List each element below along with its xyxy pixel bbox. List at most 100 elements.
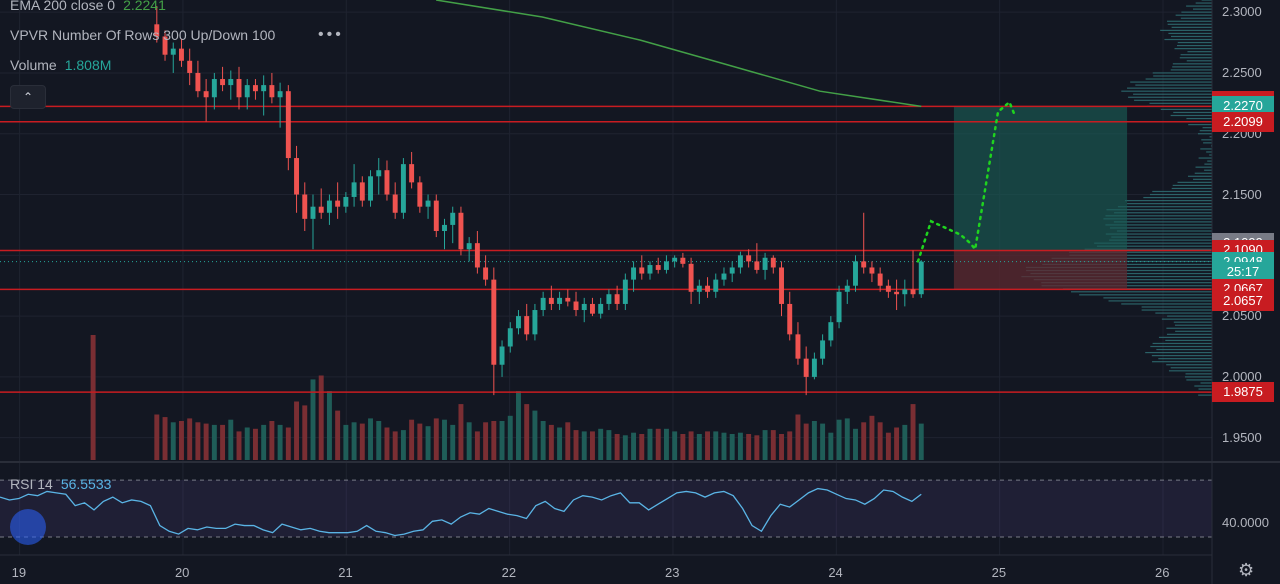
candle-body xyxy=(179,48,184,61)
tradingview-logo-icon[interactable] xyxy=(10,509,46,545)
volume-profile-row xyxy=(1186,5,1212,7)
volume-profile-row xyxy=(1186,60,1212,62)
candle-body xyxy=(713,279,719,292)
volume-profile-row xyxy=(1109,239,1212,241)
volume-profile-row xyxy=(1121,303,1212,305)
volume-profile-row xyxy=(1105,224,1212,226)
volume-profile-row xyxy=(1068,251,1212,253)
ema-legend[interactable]: EMA 200 close 0 2.2241 xyxy=(10,0,166,13)
candle-body xyxy=(565,297,571,302)
volume-profile-row xyxy=(1177,41,1212,44)
vpvr-legend[interactable]: VPVR Number Of Rows 300 Up/Down 100 xyxy=(10,27,275,43)
volume-profile-row xyxy=(1141,306,1212,308)
volume-bar xyxy=(696,434,702,460)
volume-bar xyxy=(252,428,258,460)
volume-bar xyxy=(598,428,604,460)
volume-bar xyxy=(688,431,694,460)
volume-profile-row xyxy=(1134,99,1212,101)
volume-bar xyxy=(277,424,283,460)
volume-profile-row xyxy=(1150,345,1212,348)
candle-body xyxy=(877,273,883,286)
volume-profile-row xyxy=(1133,93,1212,95)
vpvr-legend-label: VPVR Number Of Rows 300 Up/Down 100 xyxy=(10,27,276,43)
volume-profile-row xyxy=(1127,87,1212,89)
volume-bar xyxy=(285,427,291,460)
volume-bar xyxy=(170,422,176,460)
volume-bar xyxy=(910,404,916,460)
candle-body xyxy=(828,322,834,341)
volume-profile-row xyxy=(1149,193,1212,196)
volume-bar xyxy=(326,391,332,460)
volume-bar xyxy=(828,432,834,460)
candle-body xyxy=(811,358,817,377)
candle-body xyxy=(803,358,809,377)
more-dots-icon[interactable]: ••• xyxy=(318,26,344,43)
volume-bar xyxy=(589,431,595,460)
label-2-0657[interactable]: 2.0657 xyxy=(1212,290,1274,311)
volume-profile-row xyxy=(1167,23,1212,25)
volume-bar xyxy=(877,422,883,460)
volume-bar xyxy=(310,379,316,460)
volume-profile-row xyxy=(1130,81,1212,83)
candle-body xyxy=(491,279,497,365)
volume-profile-row xyxy=(1135,84,1212,86)
volume-profile-row xyxy=(1203,142,1212,144)
candle-body xyxy=(647,265,653,274)
volume-bar xyxy=(261,424,267,460)
volume-profile-row xyxy=(1194,385,1212,387)
volume-profile-row xyxy=(1171,35,1212,38)
volume-bar xyxy=(614,434,620,460)
x-tick-label: 22 xyxy=(501,565,517,580)
label-2-2270[interactable]: 2.2270 xyxy=(1212,96,1274,117)
label-countdown[interactable]: 25:17 xyxy=(1212,262,1274,283)
candle-body xyxy=(450,212,456,225)
label-2-2099[interactable]: 2.2099 xyxy=(1212,111,1274,132)
volume-bar xyxy=(359,423,365,460)
volume-bar xyxy=(400,430,406,460)
volume-bar xyxy=(737,432,743,460)
rsi-legend-label: RSI 14 xyxy=(10,476,53,492)
candle-body xyxy=(540,297,546,311)
volume-profile-row xyxy=(1105,233,1212,235)
candle-body xyxy=(384,170,390,195)
candle-body xyxy=(844,285,850,292)
volume-bar xyxy=(335,410,341,460)
volume-bar xyxy=(705,431,711,460)
volume-profile-row xyxy=(1209,154,1212,156)
label-1-9875[interactable]: 1.9875 xyxy=(1212,382,1274,403)
collapse-legend-button[interactable]: ⌃ xyxy=(10,85,46,109)
volume-profile-row xyxy=(1174,48,1212,50)
volume-bar xyxy=(885,432,891,460)
candle-body xyxy=(581,303,587,311)
volume-bar xyxy=(721,432,727,460)
candle-body xyxy=(154,24,160,37)
volume-bar xyxy=(820,423,826,460)
x-tick-label: 21 xyxy=(338,565,353,580)
volume-profile-row xyxy=(1210,145,1212,147)
candle-body xyxy=(779,267,784,304)
candle-body xyxy=(606,294,612,304)
volume-profile-row xyxy=(1153,75,1212,77)
volume-bar xyxy=(672,431,678,460)
volume-bar xyxy=(294,401,300,460)
volume-profile-row xyxy=(1204,163,1212,165)
chevron-up-icon: ⌃ xyxy=(22,90,34,104)
volume-bar xyxy=(220,424,226,460)
volume-profile-row xyxy=(1198,157,1212,159)
y-tick-label: 2.2500 xyxy=(1222,64,1262,80)
rsi-legend[interactable]: RSI 14 56.5533 xyxy=(10,476,111,492)
volume-profile-row xyxy=(1197,133,1212,135)
volume-bar xyxy=(417,423,423,460)
volume-bar xyxy=(655,428,661,460)
ema-200-line xyxy=(436,0,922,108)
volume-profile-row xyxy=(1167,20,1212,22)
volume-profile-row xyxy=(1113,221,1212,223)
volume-profile-row xyxy=(1158,358,1212,360)
volume-legend[interactable]: Volume 1.808M xyxy=(10,57,111,73)
candle-body xyxy=(705,285,711,292)
volume-bar xyxy=(631,432,637,460)
volume-profile-row xyxy=(1155,312,1212,314)
gear-icon[interactable]: ⚙ xyxy=(1238,560,1255,580)
